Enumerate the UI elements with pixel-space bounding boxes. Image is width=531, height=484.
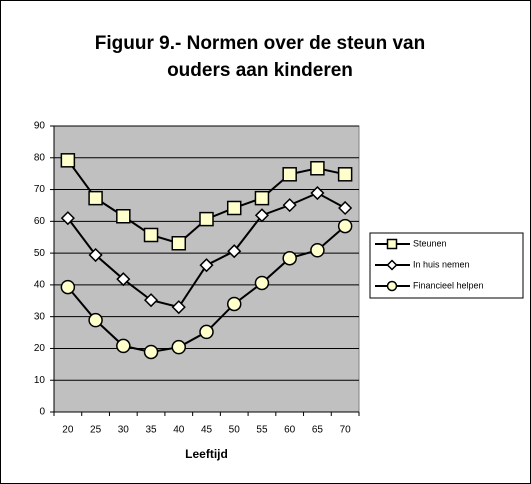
x-tick-label: 70	[340, 425, 352, 436]
marker	[226, 200, 242, 216]
marker	[282, 250, 297, 266]
marker	[116, 272, 131, 287]
marker	[88, 190, 103, 206]
marker	[199, 324, 214, 340]
marker	[386, 238, 398, 250]
x-tick-label: 20	[62, 425, 74, 436]
marker	[282, 167, 297, 182]
marker	[171, 236, 187, 251]
marker	[337, 167, 353, 182]
x-tick-label: 55	[256, 425, 268, 436]
y-tick-label: 20	[34, 343, 46, 354]
marker	[60, 211, 75, 226]
y-tick-label: 10	[34, 375, 46, 386]
marker	[386, 280, 398, 292]
marker	[337, 218, 353, 234]
marker	[254, 208, 270, 223]
marker	[226, 296, 242, 312]
marker	[199, 211, 214, 227]
marker	[116, 208, 131, 224]
x-tick-label: 50	[229, 425, 241, 436]
marker	[386, 259, 398, 271]
marker	[143, 344, 159, 360]
legend-label: Steunen	[413, 238, 447, 248]
marker	[60, 279, 76, 295]
marker	[88, 312, 103, 328]
marker	[171, 300, 186, 315]
x-tick-label: 35	[145, 425, 157, 436]
marker	[254, 275, 270, 291]
y-tick-label: 50	[34, 248, 46, 259]
y-tick-label: 80	[34, 152, 46, 163]
x-tick-label: 60	[284, 425, 296, 436]
marker	[143, 293, 159, 308]
y-tick-label: 60	[34, 216, 46, 227]
legend-label: In huis nemen	[413, 259, 470, 269]
legend-label: Financieel helpen	[413, 280, 484, 290]
y-tick-label: 40	[34, 280, 46, 291]
chart-title: Figuur 9.- Normen over de steun van oude…	[94, 33, 426, 81]
y-tick-label: 90	[34, 121, 46, 132]
marker	[88, 247, 103, 263]
marker	[282, 198, 297, 213]
marker	[310, 161, 325, 176]
x-axis-label: Leeftijd	[185, 447, 228, 461]
marker	[254, 190, 270, 206]
marker	[143, 227, 159, 243]
marker	[199, 258, 214, 273]
x-tick-label: 25	[90, 425, 102, 436]
x-tick-label: 40	[173, 425, 185, 436]
marker	[310, 185, 325, 201]
marker	[338, 200, 353, 216]
x-tick-label: 65	[312, 425, 324, 436]
marker	[171, 339, 187, 355]
y-tick-label: 30	[34, 311, 46, 322]
x-tick-label: 30	[118, 425, 130, 436]
y-tick-label: 70	[34, 184, 46, 195]
marker	[60, 153, 76, 168]
marker	[310, 243, 325, 258]
x-tick-label: 45	[201, 425, 213, 436]
marker	[116, 338, 131, 354]
y-tick-label: 0	[39, 407, 45, 418]
marker	[227, 244, 242, 259]
